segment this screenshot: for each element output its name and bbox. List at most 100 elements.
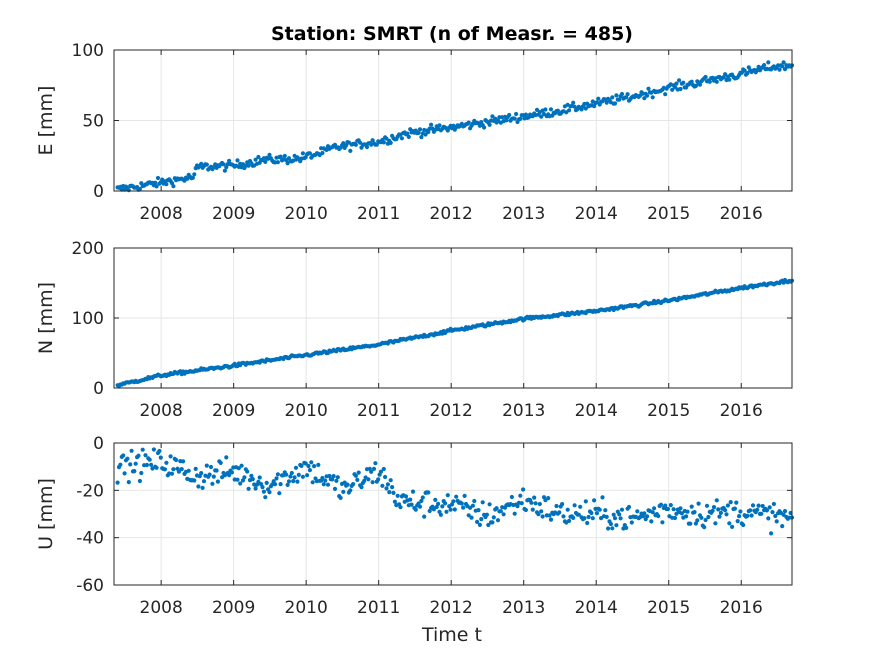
data-point [151,447,156,452]
data-point [548,517,554,522]
data-point [274,476,279,481]
data-point [678,86,683,92]
data-point [388,478,393,483]
data-point [356,470,361,475]
data-point [596,96,601,101]
data-point [211,474,216,479]
data-point [771,501,777,507]
data-point [323,478,328,483]
data-point [486,522,491,528]
x-tick-label: 2010 [285,204,328,224]
data-point [227,158,232,163]
data-point [611,512,616,517]
data-point [604,100,609,105]
data-point [546,496,551,501]
data-point [668,503,673,508]
data-point [132,469,137,474]
data-point [355,477,360,482]
data-point [750,503,756,508]
data-point [578,504,583,509]
data-point [462,493,467,498]
data-point [250,477,255,482]
data-point [422,514,427,519]
data-point [125,456,130,461]
data-point [330,477,335,482]
y-tick-label: 50 [82,112,104,132]
x-tick-label: 2014 [575,598,618,618]
data-point [359,485,364,490]
data-point [557,510,562,515]
data-point [238,481,243,486]
data-point [766,60,771,65]
data-point [331,474,336,479]
data-point [366,477,371,482]
data-point [395,493,400,498]
data-point [162,467,168,472]
data-point [149,462,154,467]
data-point [426,129,431,135]
y-tick-label: 200 [72,239,104,259]
data-point [735,519,740,524]
data-point [737,514,742,519]
data-point [410,489,416,494]
data-point [267,490,272,495]
data-point [200,485,205,490]
data-point [229,470,234,475]
panel-north: 2008 2009 2010 2011 2012 2013 2014 2015 2016 0 100… [35,239,795,421]
data-point [745,513,750,519]
data-point [466,513,471,518]
data-point [121,453,126,458]
data-point [387,490,392,495]
data-point [523,507,529,513]
x-tick-label: 2013 [502,401,545,421]
x-tick-label: 2011 [357,598,400,618]
data-point [604,514,609,520]
data-point [310,480,315,485]
data-point [345,482,350,487]
data-point [629,520,634,525]
data-point [723,508,728,513]
data-point [617,512,622,517]
data-point [291,479,296,484]
data-point [543,107,548,112]
data-point [571,515,576,521]
data-point [353,473,358,478]
data-point [490,520,495,525]
data-point [650,510,655,515]
data-point [154,184,159,189]
data-point [264,480,269,485]
data-point [443,501,448,506]
data-point [288,474,293,479]
data-point [353,142,358,147]
axes-box [113,442,793,586]
data-point [171,184,176,189]
data-point [479,517,484,522]
data-point [278,482,283,487]
data-point [571,100,576,105]
x-tick-label: 2009 [212,401,255,421]
data-point [561,514,566,519]
y-tick-label: -60 [76,576,104,596]
data-point [472,498,477,504]
data-series-E [115,60,795,193]
data-point [606,526,611,531]
data-point [320,475,325,481]
data-point [679,511,685,516]
data-point [286,479,292,484]
x-tick-label: 2016 [720,598,763,618]
data-point [370,480,375,485]
data-point [300,474,305,479]
data-point [295,479,300,484]
data-point [423,132,428,137]
y-tick-label: 0 [93,379,104,399]
data-point [321,482,326,487]
data-point [766,516,771,521]
data-point [703,517,708,523]
data-point [696,501,701,506]
data-point [438,512,443,517]
data-point [554,503,559,509]
data-point [136,453,141,458]
data-point [717,514,722,519]
x-tick-label: 2012 [430,204,473,224]
data-point [452,507,457,512]
